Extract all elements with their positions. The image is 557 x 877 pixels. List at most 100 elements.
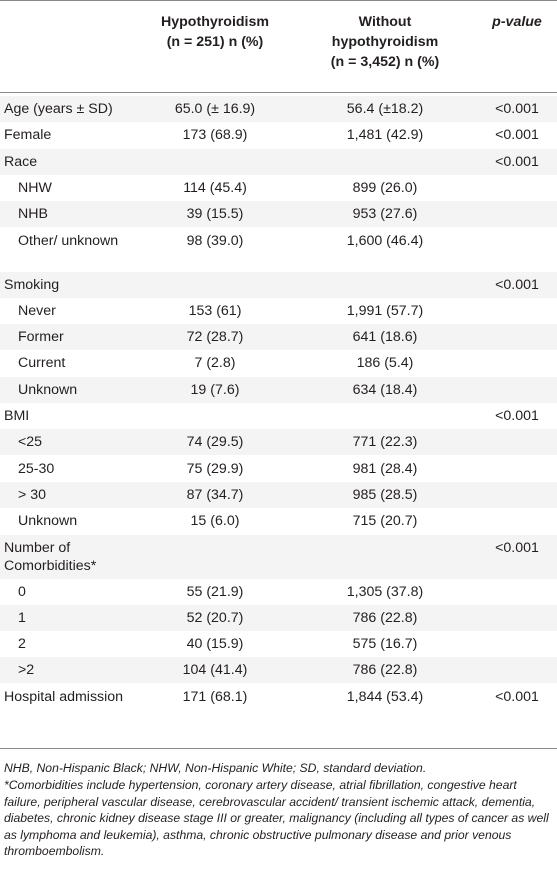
cell-p-value: <0.001 [495, 101, 539, 117]
cell-hypothyroidism: 40 (15.9) [186, 636, 244, 653]
row-label: NHW [18, 179, 52, 196]
cell-without-hypothyroidism: 953 (27.6) [352, 206, 418, 223]
table-row: Hospital admission 171 (68.1) 1,844 (53.4)… [0, 684, 557, 728]
cell-without-hypothyroidism: 641 (18.6) [352, 329, 418, 346]
table-row: NHB 39 (15.5) 953 (27.6) [0, 201, 557, 228]
cell-hypothyroidism: 39 (15.5) [186, 206, 244, 223]
cell-without-hypothyroidism: 1,991 (57.7) [346, 302, 424, 319]
column-header-p-value: p-value [477, 12, 557, 32]
cell-hypothyroidism: 7 (2.8) [194, 355, 236, 372]
cell-hypothyroidism: 52 (20.7) [186, 609, 244, 626]
column-header-hypothyroidism: Hypothyroidism (n = 251) n (%) [140, 12, 290, 52]
cell-hypothyroidism: 114 (45.4) [183, 179, 247, 196]
cell-without-hypothyroidism: 186 (5.4) [356, 355, 414, 372]
cell-hypothyroidism: 65.0 (± 16.9) [174, 101, 256, 117]
cell-p-value: <0.001 [495, 688, 539, 705]
cell-without-hypothyroidism: 1,305 (37.8) [346, 583, 424, 600]
cell-without-hypothyroidism: 634 (18.4) [352, 381, 418, 398]
cell-hypothyroidism: 87 (34.7) [186, 486, 244, 503]
header-rule [0, 92, 557, 93]
footnote-comorbidities: *Comorbidities include hypertension, cor… [4, 778, 549, 858]
table-row: 1 52 (20.7) 786 (22.8) [0, 604, 557, 631]
row-label: Former [18, 329, 64, 346]
row-label: Female [4, 127, 52, 144]
row-label: Smoking [4, 276, 60, 293]
cell-without-hypothyroidism: 56.4 (±18.2) [346, 101, 424, 117]
row-label: Age (years ± SD) [4, 101, 113, 117]
table-row: Race <0.001 [0, 148, 557, 175]
row-label: Unknown [18, 381, 78, 398]
cell-without-hypothyroidism: 786 (22.8) [352, 662, 418, 679]
table-row: 2 40 (15.9) 575 (16.7) [0, 631, 557, 657]
row-label: <25 [18, 434, 43, 451]
table-row: Female 173 (68.9) 1,481 (42.9) <0.001 [0, 122, 557, 148]
cell-hypothyroidism: 153 (61) [188, 302, 242, 319]
cell-without-hypothyroidism: 1,600 (46.4) [346, 232, 424, 249]
table-row: Other/ unknown 98 (39.0) 1,600 (46.4) [0, 228, 557, 272]
cell-without-hypothyroidism: 1,481 (42.9) [346, 127, 424, 144]
header-text: Without [358, 14, 412, 30]
table-row: 25-30 75 (29.9) 981 (28.4) [0, 456, 557, 482]
row-label: BMI [4, 408, 30, 424]
row-label: Current [18, 355, 66, 372]
cell-p-value: <0.001 [495, 153, 539, 170]
row-label: 1 [18, 609, 26, 626]
table-row: > 30 87 (34.7) 985 (28.5) [0, 481, 557, 508]
cell-hypothyroidism: 19 (7.6) [190, 381, 240, 398]
row-label: NHB [18, 206, 48, 223]
cell-hypothyroidism: 15 (6.0) [190, 513, 240, 530]
cell-hypothyroidism: 72 (28.7) [186, 329, 244, 346]
table-row: Unknown 19 (7.6) 634 (18.4) [0, 376, 557, 403]
row-label: Hospital admission [4, 688, 124, 705]
cell-without-hypothyroidism: 985 (28.5) [352, 486, 418, 503]
row-label: Other/ unknown [18, 232, 119, 249]
table-row: Number of Comorbidities* <0.001 [0, 534, 557, 579]
table-row: BMI <0.001 [0, 403, 557, 429]
row-label: > 30 [18, 486, 47, 503]
table-row: 0 55 (21.9) 1,305 (37.8) [0, 579, 557, 605]
header-text: Hypothyroidism [161, 14, 269, 30]
header-text: (n = 251) n (%) [166, 34, 264, 50]
table-row: Age (years ± SD) 65.0 (± 16.9) 56.4 (±18.2… [0, 96, 557, 122]
top-rule [0, 0, 557, 1]
row-label: 2 [18, 636, 26, 653]
table-row: Current 7 (2.8) 186 (5.4) [0, 350, 557, 376]
header-text: (n = 3,452) n (%) [330, 54, 440, 70]
header-text: hypothyroidism [331, 34, 439, 50]
cell-hypothyroidism: 171 (68.1) [182, 688, 248, 705]
cell-hypothyroidism: 104 (41.4) [182, 662, 248, 679]
row-label: 25-30 [18, 460, 55, 477]
cell-without-hypothyroidism: 1,844 (53.4) [346, 688, 424, 705]
cell-p-value: <0.001 [495, 276, 539, 293]
cell-without-hypothyroidism: 981 (28.4) [352, 460, 418, 477]
cell-without-hypothyroidism: 715 (20.7) [352, 513, 418, 530]
header-text: p-value [492, 14, 542, 30]
table-row: >2 104 (41.4) 786 (22.8) [0, 657, 557, 684]
cell-p-value: <0.001 [495, 408, 539, 424]
row-label: 0 [18, 583, 26, 600]
column-header-without-hypothyroidism: Without hypothyroidism (n = 3,452) n (%) [310, 12, 460, 72]
table-row: Smoking <0.001 [0, 271, 557, 298]
cell-hypothyroidism: 75 (29.9) [186, 460, 244, 477]
cell-hypothyroidism: 74 (29.5) [186, 434, 244, 451]
row-label: Number of Comorbidities* [4, 539, 97, 574]
cell-without-hypothyroidism: 575 (16.7) [352, 636, 418, 653]
bottom-rule [0, 748, 557, 749]
cell-without-hypothyroidism: 786 (22.8) [352, 609, 418, 626]
row-label: Race [4, 153, 38, 170]
footnote-abbreviations: NHB, Non-Hispanic Black; NHW, Non-Hispan… [4, 761, 427, 775]
cell-hypothyroidism: 173 (68.9) [182, 127, 248, 144]
row-label: >2 [18, 662, 35, 679]
cell-without-hypothyroidism: 899 (26.0) [352, 179, 418, 196]
cell-without-hypothyroidism: 771 (22.3) [352, 434, 418, 451]
table-row: NHW 114 (45.4) 899 (26.0) [0, 175, 557, 201]
row-label: Never [18, 302, 56, 319]
table-row: <25 74 (29.5) 771 (22.3) [0, 429, 557, 456]
table-row: Unknown 15 (6.0) 715 (20.7) [0, 508, 557, 534]
cell-p-value: <0.001 [495, 127, 539, 144]
row-label: Unknown [18, 513, 78, 530]
cell-p-value: <0.001 [495, 539, 539, 556]
table-row: Former 72 (28.7) 641 (18.6) [0, 324, 557, 351]
cell-hypothyroidism: 55 (21.9) [186, 583, 244, 600]
